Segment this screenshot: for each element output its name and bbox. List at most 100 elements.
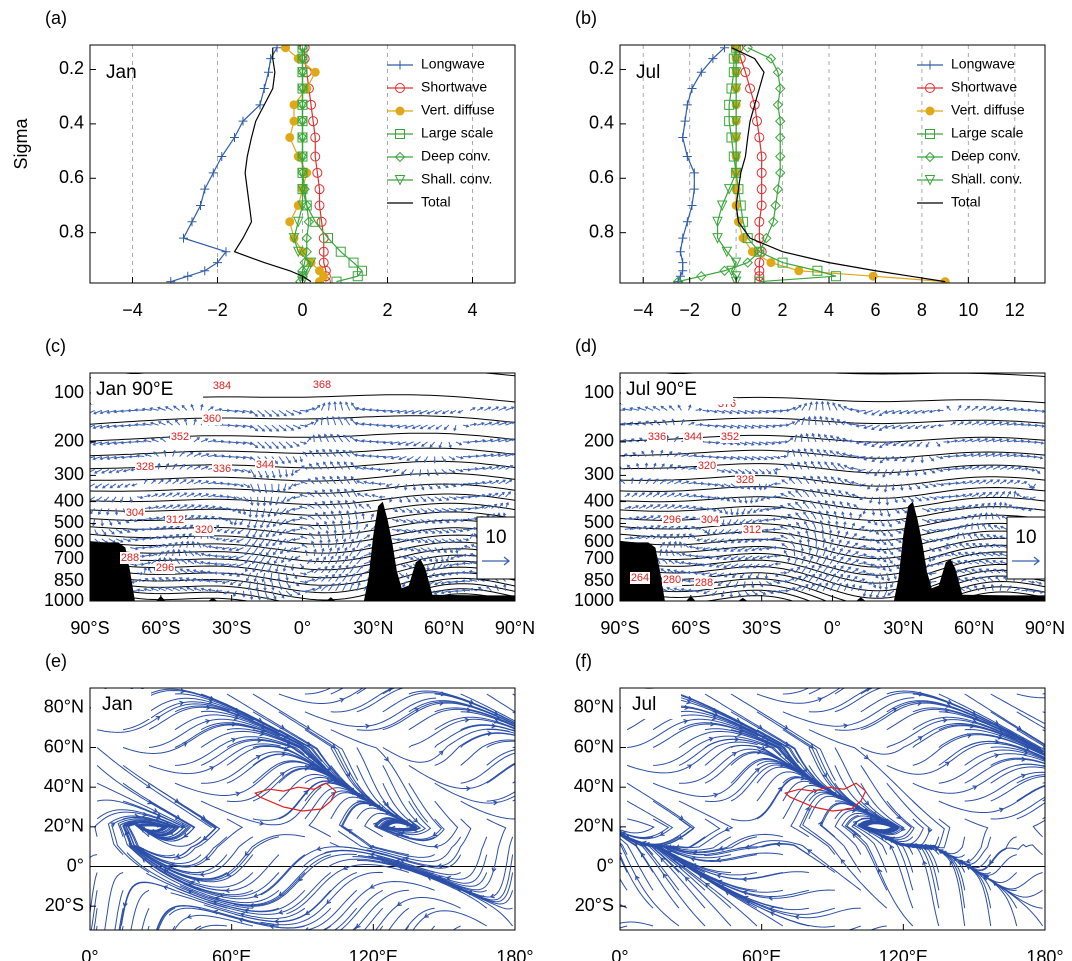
wind-vector bbox=[470, 518, 477, 521]
wind-vector bbox=[667, 505, 674, 509]
wind-vector bbox=[421, 509, 427, 513]
wind-vector bbox=[300, 590, 308, 593]
wind-vector bbox=[760, 509, 767, 512]
wind-vector bbox=[286, 457, 290, 463]
wind-vector bbox=[184, 550, 187, 556]
wind-vector bbox=[406, 509, 412, 513]
streamline bbox=[430, 926, 435, 931]
wind-vector bbox=[1021, 468, 1027, 471]
marker bbox=[869, 272, 878, 281]
wind-vector bbox=[180, 587, 187, 591]
wind-vector bbox=[844, 575, 849, 581]
wind-vector bbox=[781, 455, 787, 458]
streamline bbox=[405, 908, 435, 930]
wind-vector bbox=[872, 457, 880, 462]
wind-vector bbox=[262, 509, 265, 518]
x-tick-label: 2 bbox=[382, 300, 392, 320]
streamline bbox=[653, 759, 778, 796]
wind-vector bbox=[979, 407, 986, 411]
legend-marker bbox=[396, 61, 405, 70]
wind-vector bbox=[958, 494, 966, 497]
wind-vector bbox=[696, 495, 704, 498]
wind-vector bbox=[851, 552, 858, 556]
wind-vector bbox=[979, 422, 987, 426]
legend-label: Longwave bbox=[421, 56, 485, 72]
wind-vector bbox=[993, 503, 996, 509]
wind-vector bbox=[991, 513, 994, 519]
wind-vector bbox=[116, 539, 123, 542]
wind-vector bbox=[1000, 553, 1007, 556]
wind-vector bbox=[639, 479, 642, 484]
wind-vector bbox=[215, 580, 222, 583]
y-tick-label: 80°N bbox=[44, 697, 84, 717]
reference-vector-label: 10 bbox=[485, 527, 506, 548]
wind-vector bbox=[318, 435, 321, 442]
wind-vector bbox=[929, 484, 936, 487]
wind-vector bbox=[678, 405, 681, 410]
wind-vector bbox=[944, 455, 951, 458]
wind-vector bbox=[759, 591, 765, 595]
wind-vector bbox=[796, 490, 802, 496]
wind-vector bbox=[901, 497, 905, 502]
wind-vector bbox=[160, 438, 165, 442]
streamline bbox=[619, 922, 653, 926]
wind-vector bbox=[300, 527, 307, 530]
wind-vector bbox=[654, 421, 660, 425]
wind-vector bbox=[817, 450, 823, 457]
wind-vector bbox=[236, 509, 240, 514]
wind-vector bbox=[665, 550, 668, 556]
wind-vector bbox=[194, 480, 201, 484]
y-tick-label: 40°N bbox=[44, 776, 84, 796]
wind-vector bbox=[191, 405, 194, 411]
wind-vector bbox=[837, 540, 841, 548]
wind-vector bbox=[303, 452, 307, 456]
wind-vector bbox=[477, 407, 483, 410]
wind-vector bbox=[774, 581, 780, 584]
wind-vector bbox=[222, 556, 229, 559]
wind-vector bbox=[981, 534, 986, 539]
wind-vector bbox=[286, 529, 293, 533]
wind-vector bbox=[279, 410, 286, 415]
reference-vector-label: 10 bbox=[1015, 527, 1036, 548]
wind-vector bbox=[102, 469, 109, 473]
wind-vector bbox=[435, 509, 442, 513]
wind-vector bbox=[819, 511, 823, 519]
wind-vector bbox=[265, 425, 272, 431]
wind-vector bbox=[491, 422, 499, 425]
wind-vector bbox=[307, 408, 314, 411]
wind-vector bbox=[852, 481, 859, 484]
wind-vector bbox=[491, 466, 498, 469]
wind-vector bbox=[827, 402, 830, 410]
wind-vector bbox=[944, 483, 951, 486]
wind-vector bbox=[442, 529, 449, 532]
wind-vector bbox=[958, 422, 964, 425]
wind-vector bbox=[201, 439, 208, 442]
wind-vector bbox=[1007, 466, 1014, 469]
wind-vector bbox=[456, 563, 463, 566]
legend-marker bbox=[926, 61, 935, 70]
streamline bbox=[142, 908, 150, 931]
wind-vector bbox=[880, 573, 884, 580]
streamline bbox=[122, 926, 123, 933]
wind-vector bbox=[936, 483, 943, 486]
wind-vector bbox=[823, 539, 826, 548]
wind-vector bbox=[470, 440, 477, 443]
wind-vector bbox=[124, 469, 130, 472]
wind-vector bbox=[95, 484, 101, 488]
wind-vector bbox=[682, 561, 689, 564]
wind-vector bbox=[166, 407, 173, 411]
wind-vector bbox=[130, 539, 138, 542]
wind-vector bbox=[372, 494, 378, 497]
y-tick-label: 0.6 bbox=[589, 167, 614, 187]
x-tick-label: 0 bbox=[731, 300, 741, 320]
wind-vector bbox=[261, 519, 265, 527]
wind-vector bbox=[201, 494, 208, 497]
wind-vector bbox=[491, 493, 497, 497]
marker bbox=[285, 133, 294, 142]
wind-vector bbox=[979, 504, 984, 509]
wind-vector bbox=[449, 529, 456, 532]
wind-vector bbox=[639, 493, 645, 497]
panel-label: (f) bbox=[575, 651, 592, 671]
wind-vector bbox=[1015, 507, 1021, 510]
wind-vector bbox=[921, 457, 924, 463]
